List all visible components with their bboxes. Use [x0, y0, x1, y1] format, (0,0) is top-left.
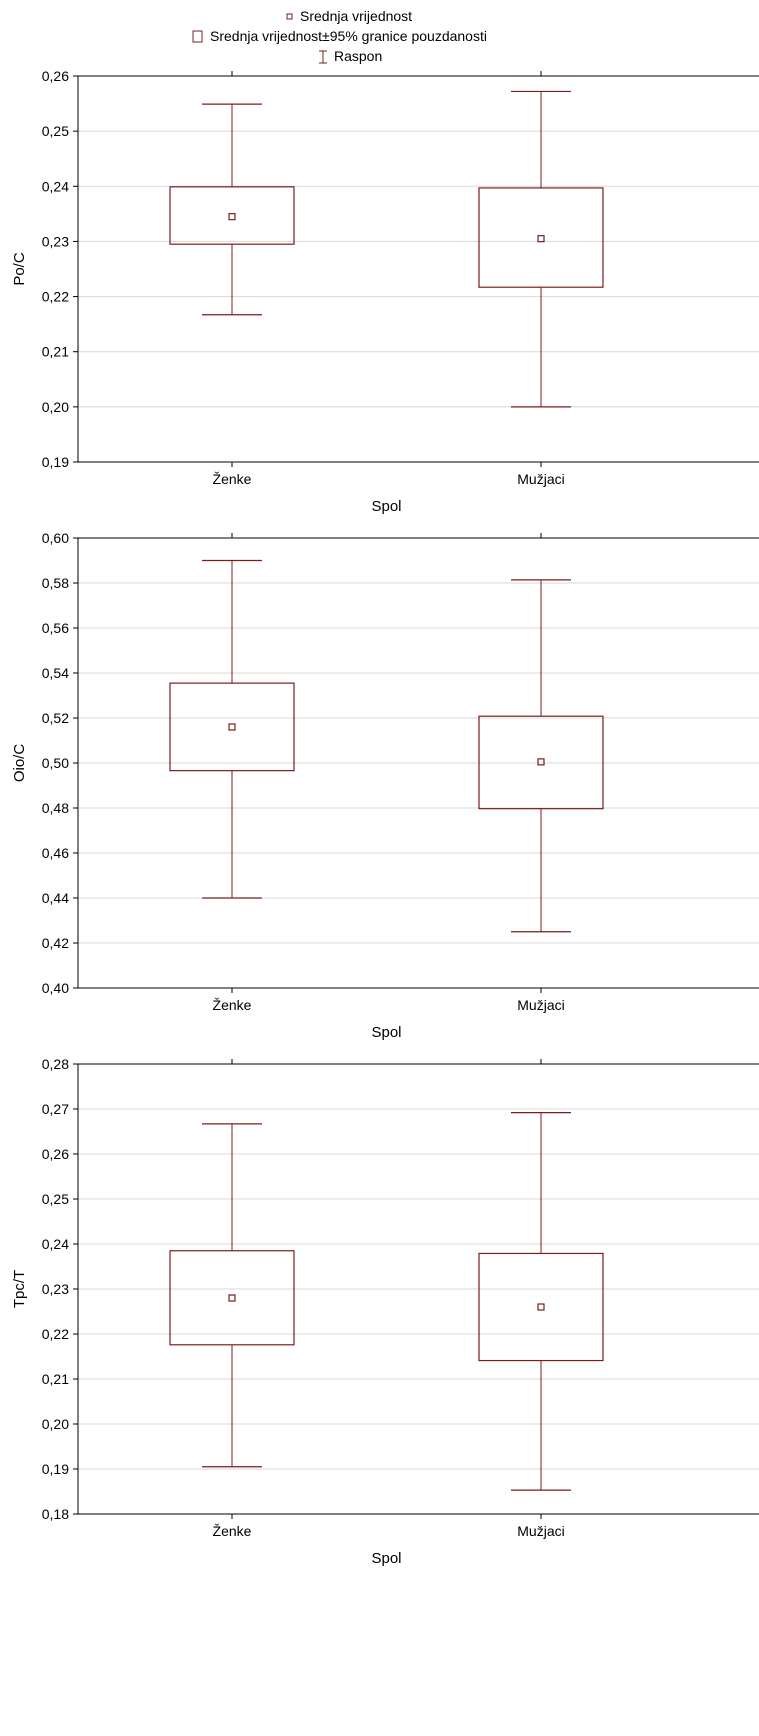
- x-axis-label: Spol: [371, 498, 401, 515]
- x-axis-label: Spol: [371, 1550, 401, 1567]
- legend-item-ci: Srednja vrijednost±95% granice pouzdanos…: [192, 28, 487, 44]
- ci-box-icon: [192, 30, 203, 43]
- x-tick-label: Ženke: [213, 471, 252, 487]
- x-tick-label: Mužjaci: [517, 471, 564, 487]
- y-tick-label: 0,22: [42, 289, 69, 305]
- y-tick-label: 0,58: [42, 575, 69, 591]
- ci-box: [478, 1252, 604, 1362]
- x-tick-label: Ženke: [213, 997, 252, 1013]
- x-tick-label: Mužjaci: [517, 997, 564, 1013]
- range-whisker-icon: [319, 50, 327, 64]
- y-axis-label: Po/C: [11, 252, 28, 286]
- x-tick-label: Mužjaci: [517, 1523, 564, 1539]
- y-tick-label: 0,50: [42, 755, 69, 771]
- y-tick-label: 0,19: [42, 1461, 69, 1477]
- y-tick-label: 0,28: [42, 1056, 69, 1072]
- mean-marker: [537, 1303, 545, 1311]
- y-tick-label: 0,22: [42, 1326, 69, 1342]
- y-tick-label: 0,25: [42, 1191, 69, 1207]
- y-tick-label: 0,26: [42, 68, 69, 84]
- y-tick-label: 0,21: [42, 1371, 69, 1387]
- y-tick-label: 0,19: [42, 454, 69, 470]
- y-tick-label: 0,23: [42, 233, 69, 249]
- mean-marker: [228, 723, 236, 731]
- y-tick-label: 0,25: [42, 123, 69, 139]
- y-tick-label: 0,46: [42, 845, 69, 861]
- mean-marker: [537, 758, 545, 766]
- mean-marker-icon: [286, 13, 293, 20]
- ci-box: [169, 1250, 295, 1346]
- y-tick-label: 0,24: [42, 1236, 69, 1252]
- y-tick-label: 0,44: [42, 890, 69, 906]
- ci-box: [478, 187, 604, 288]
- y-tick-label: 0,18: [42, 1506, 69, 1522]
- y-axis-label: Oio/C: [11, 744, 28, 783]
- chart-panel-2: 0,40 0,42 0,44 0,46 0,48 0,50 0,52 0,54 0,56 0,58…: [11, 530, 759, 1041]
- mean-marker: [228, 1294, 236, 1302]
- legend-item-range: Raspon: [318, 48, 382, 64]
- legend-mean-label: Srednja vrijednost: [300, 8, 413, 24]
- legend-item-mean: Srednja vrijednost: [286, 8, 412, 24]
- ci-box: [169, 682, 295, 772]
- y-tick-label: 0,24: [42, 178, 69, 194]
- x-axis-label: Spol: [371, 1024, 401, 1041]
- y-tick-label: 0,56: [42, 620, 69, 636]
- x-tick-label: Ženke: [213, 1523, 252, 1539]
- legend-ci-label: Srednja vrijednost±95% granice pouzdanos…: [210, 28, 487, 44]
- mean-marker: [537, 235, 545, 243]
- y-tick-label: 0,23: [42, 1281, 69, 1297]
- y-tick-label: 0,54: [42, 665, 69, 681]
- mean-marker: [228, 213, 236, 221]
- y-tick-label: 0,52: [42, 710, 69, 726]
- chart-panel-3: 0,18 0,19 0,20 0,21 0,22 0,23 0,24 0,25 0,26 0,27…: [11, 1056, 759, 1567]
- y-tick-label: 0,27: [42, 1101, 69, 1117]
- ci-box: [478, 715, 604, 810]
- chart-panel-1: 0,19 0,20 0,21 0,22 0,23 0,24 0,25 0,26 Po/C Ženk…: [11, 68, 759, 515]
- y-tick-label: 0,42: [42, 935, 69, 951]
- y-tick-label: 0,40: [42, 980, 69, 996]
- y-tick-label: 0,20: [42, 399, 69, 415]
- y-tick-label: 0,21: [42, 344, 69, 360]
- y-tick-label: 0,60: [42, 530, 69, 546]
- y-tick-label: 0,20: [42, 1416, 69, 1432]
- legend-range-label: Raspon: [334, 48, 383, 64]
- y-tick-label: 0,26: [42, 1146, 69, 1162]
- y-tick-label: 0,48: [42, 800, 69, 816]
- chart-legend: Srednja vrijednost Srednja vrijednost±95…: [0, 0, 759, 78]
- y-axis-label: Tpc/T: [11, 1270, 28, 1308]
- ci-box: [169, 186, 295, 245]
